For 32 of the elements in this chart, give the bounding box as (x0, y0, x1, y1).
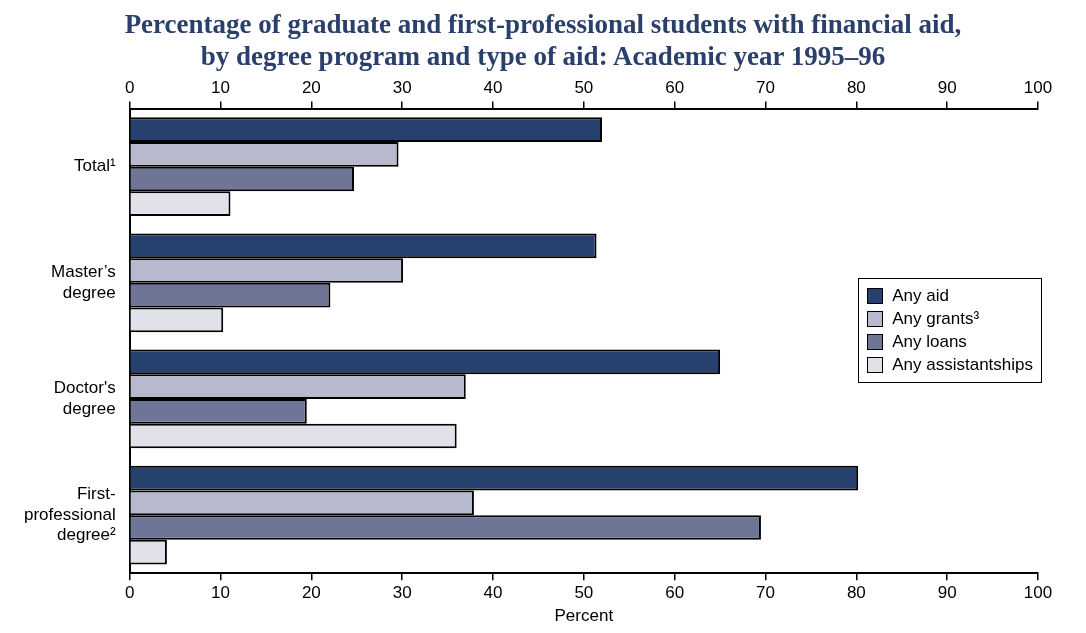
x-tick-label: 50 (574, 78, 594, 98)
legend-label: Any assistantships (892, 355, 1033, 375)
x2-tick-label: 30 (392, 583, 412, 603)
x2-tick-label: 0 (124, 583, 135, 603)
legend-label: Any loans (892, 332, 967, 352)
x2-tick-label: 70 (756, 583, 775, 603)
x2-tick-label: 80 (846, 583, 866, 603)
x-tick-label: 60 (665, 78, 685, 98)
x-tick-label: 0 (124, 78, 135, 98)
x2-tick-label: 100 (1023, 583, 1053, 603)
y-tick-label: Doctor's degree (53, 378, 116, 418)
x-tick-label: 10 (211, 78, 230, 98)
x-tick-label: 20 (301, 78, 321, 98)
x-tick-label: 90 (937, 78, 957, 98)
x2-tick-label: 40 (483, 583, 503, 603)
x-tick-label: 100 (1023, 78, 1053, 98)
x-tick-label: 70 (756, 78, 775, 98)
x2-tick-label: 50 (574, 583, 594, 603)
x-axis-title: Percent (554, 606, 614, 626)
x-tick-label: 30 (392, 78, 412, 98)
x2-tick-label: 60 (665, 583, 685, 603)
legend-label: Any aid (892, 286, 949, 306)
x-tick-label: 40 (483, 78, 503, 98)
x2-tick-label: 20 (301, 583, 321, 603)
y-tick-label: Total¹ (74, 156, 116, 176)
y-tick-label: Master’s degree (51, 262, 116, 302)
y-tick-label: First-professional degree² (23, 484, 116, 545)
x-tick-label: 80 (846, 78, 866, 98)
x2-tick-label: 90 (937, 583, 957, 603)
chart-title: Percentage of graduate and first-professional students with financial aid, by degree program and type of aid: Academic year 1995–96 (123, 8, 963, 72)
x2-tick-label: 10 (211, 583, 230, 603)
legend-label: Any grants³ (892, 309, 980, 329)
